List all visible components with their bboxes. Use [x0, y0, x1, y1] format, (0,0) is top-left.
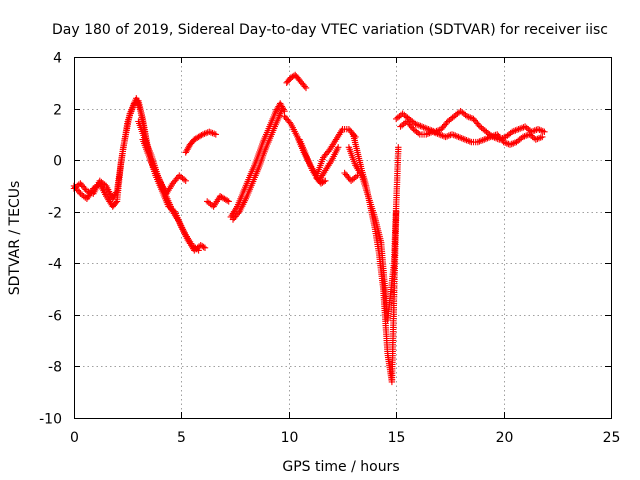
y-tick-label: -10 — [39, 412, 62, 428]
data-point — [335, 144, 342, 151]
plot-frame — [74, 57, 612, 419]
y-tick-label: -2 — [48, 206, 62, 222]
data-point — [539, 133, 546, 141]
axis-ticks — [74, 57, 612, 419]
data-point — [443, 119, 450, 127]
data-point — [182, 177, 189, 184]
data-point — [408, 124, 416, 131]
x-axis-label: GPS time / hours — [282, 459, 399, 475]
x-tick-label: 5 — [177, 430, 186, 446]
data-point — [322, 177, 329, 184]
data-point — [167, 203, 174, 210]
y-tick-labels: -10 -8 -6 -4 -2 0 2 4 — [39, 51, 62, 428]
data-point — [112, 189, 120, 196]
data-series-sdtvar — [70, 71, 548, 386]
y-tick-label: 4 — [53, 51, 62, 67]
data-point — [286, 119, 293, 126]
data-point — [198, 132, 205, 139]
data-point — [201, 244, 209, 251]
x-tick-labels: 0 5 10 15 20 25 — [70, 430, 620, 446]
data-point — [225, 198, 232, 205]
data-point — [301, 83, 308, 90]
x-tick-label: 0 — [70, 430, 79, 446]
data-point — [354, 172, 361, 179]
data-point — [279, 105, 286, 112]
data-point — [195, 247, 202, 254]
x-tick-label: 15 — [388, 430, 406, 446]
data-point — [475, 121, 482, 129]
y-tick-label: -8 — [48, 360, 62, 376]
data-point — [224, 197, 231, 204]
y-tick-label: -4 — [48, 257, 62, 273]
chart-title: Day 180 of 2019, Sidereal Day-to-day VTE… — [52, 22, 608, 38]
data-point — [212, 131, 219, 138]
data-point — [320, 178, 328, 185]
data-point — [302, 84, 310, 92]
y-axis-label: SDTVAR / TECUs — [7, 181, 23, 296]
data-point — [200, 243, 207, 251]
data-point — [112, 199, 120, 206]
x-tick-label: 10 — [281, 430, 299, 446]
x-tick-label: 25 — [603, 430, 621, 446]
x-tick-label: 20 — [496, 430, 514, 446]
y-tick-label: 2 — [53, 103, 62, 119]
data-point — [395, 144, 402, 151]
y-tick-label: 0 — [53, 154, 62, 170]
data-point — [541, 128, 548, 135]
y-tick-label: -6 — [48, 309, 62, 325]
